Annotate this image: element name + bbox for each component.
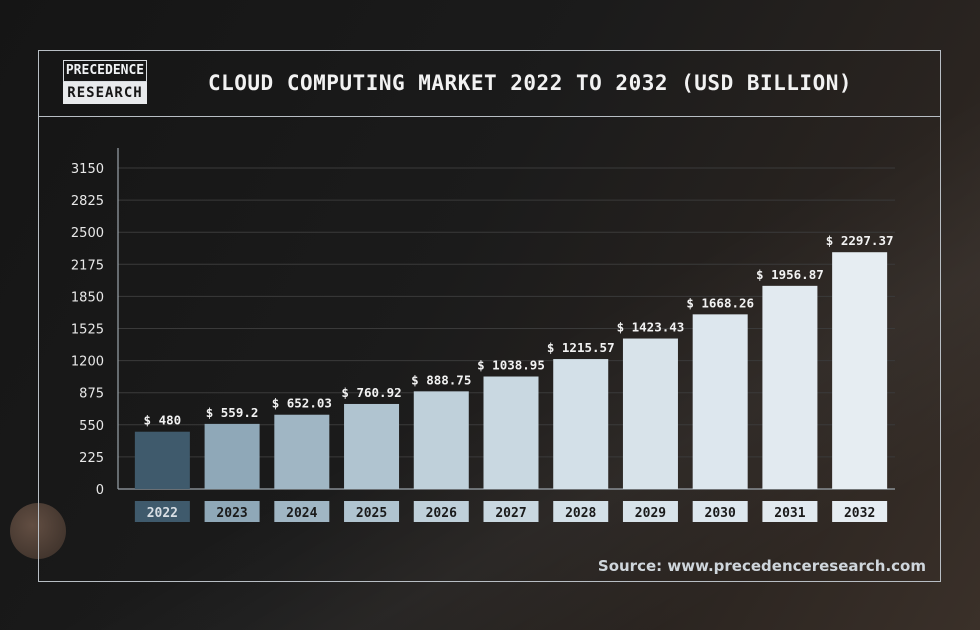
logo-line-2: RESEARCH (63, 82, 147, 104)
category-label: 2026 (426, 506, 457, 521)
bar (762, 285, 818, 489)
bar-value-label: $ 559.2 (206, 405, 259, 420)
y-tick-label: 2175 (71, 258, 104, 273)
y-tick-label: 0 (96, 483, 104, 498)
y-tick-label: 2825 (71, 194, 104, 209)
source-text: Source: www.precedenceresearch.com (597, 557, 926, 575)
category-label: 2025 (356, 506, 387, 521)
category-label: 2032 (844, 506, 875, 521)
category-label-box (204, 501, 260, 522)
category-label-box (762, 501, 818, 522)
y-tick-label: 875 (79, 387, 104, 402)
bar (344, 403, 400, 489)
y-tick-label: 225 (79, 451, 104, 466)
category-label: 2023 (216, 506, 247, 521)
bar (622, 338, 678, 489)
category-label-box (553, 501, 609, 522)
precedence-research-logo: PRECEDENCE RESEARCH (63, 60, 147, 104)
bar-value-label: $ 652.03 (272, 396, 332, 411)
bar-value-label: $ 480 (144, 413, 182, 428)
logo-line-1: PRECEDENCE (63, 60, 147, 82)
bar-value-label: $ 1038.95 (477, 358, 545, 373)
category-label: 2027 (495, 506, 526, 521)
y-tick-label: 1850 (71, 290, 104, 305)
y-tick-label: 1525 (71, 323, 104, 338)
y-tick-label: 1200 (71, 355, 104, 370)
category-label-box (483, 501, 539, 522)
bar (413, 391, 469, 489)
category-label: 2030 (705, 506, 736, 521)
category-label-box (622, 501, 678, 522)
category-label-box (344, 501, 400, 522)
bar (134, 431, 190, 489)
category-label: 2029 (635, 506, 666, 521)
bar (483, 376, 539, 489)
bar (692, 314, 748, 489)
category-label: 2028 (565, 506, 596, 521)
bar-value-label: $ 760.92 (341, 385, 401, 400)
category-label-box (832, 501, 888, 522)
category-label-box (134, 501, 190, 522)
category-label: 2031 (774, 506, 805, 521)
category-label: 2024 (286, 506, 317, 521)
y-tick-label: 550 (79, 419, 104, 434)
y-tick-label: 3150 (71, 162, 104, 177)
bar-value-label: $ 1215.57 (547, 340, 615, 355)
chart-frame (38, 50, 941, 582)
category-label-box (413, 501, 469, 522)
category-label: 2022 (147, 506, 178, 521)
bar-value-label: $ 888.75 (411, 372, 471, 387)
header-divider (38, 116, 941, 117)
bar-value-label: $ 1956.87 (756, 267, 824, 282)
chart-title: CLOUD COMPUTING MARKET 2022 TO 2032 (USD… (207, 71, 852, 95)
category-label-box (274, 501, 330, 522)
y-tick-label: 2500 (71, 226, 104, 241)
bar (832, 252, 888, 489)
bar (274, 414, 330, 489)
bar (204, 423, 260, 489)
bar (553, 359, 609, 489)
bar-value-label: $ 1668.26 (686, 295, 754, 310)
bar-value-label: $ 1423.43 (617, 320, 685, 335)
category-label-box (692, 501, 748, 522)
bar-value-label: $ 2297.37 (826, 233, 894, 248)
